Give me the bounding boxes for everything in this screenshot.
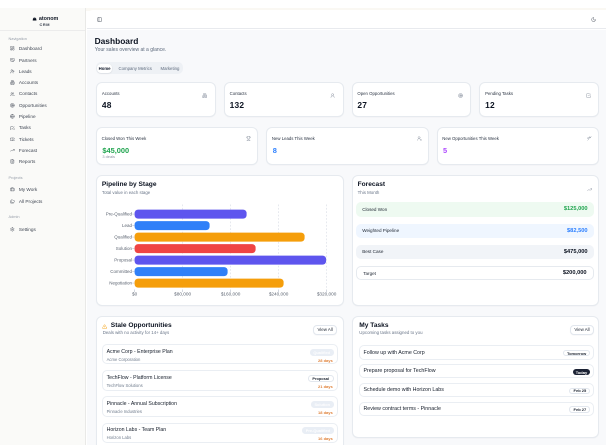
svg-text:$0: $0	[132, 291, 138, 296]
svg-text:Lead: Lead	[122, 223, 133, 228]
svg-text:Proposal: Proposal	[114, 257, 132, 262]
svg-text:Solution: Solution	[116, 246, 133, 251]
svg-text:Qualified: Qualified	[114, 234, 132, 239]
svg-text:$240,000: $240,000	[269, 291, 289, 296]
svg-text:$320,000: $320,000	[317, 291, 337, 296]
svg-text:Negotiation: Negotiation	[109, 280, 132, 285]
svg-text:Committed: Committed	[110, 269, 132, 274]
svg-text:Pre-Qualified: Pre-Qualified	[106, 211, 133, 216]
svg-text:$80,000: $80,000	[174, 291, 191, 296]
svg-text:$160,000: $160,000	[221, 291, 241, 296]
